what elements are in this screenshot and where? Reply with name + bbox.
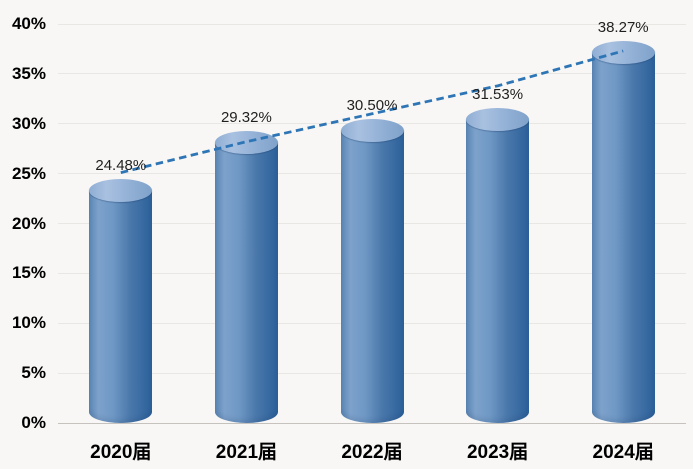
y-axis-tick-label: 30% — [11, 113, 46, 133]
cylinder-bar — [591, 41, 655, 423]
cylinder-bar — [340, 118, 404, 423]
y-axis-tick-label: 0% — [21, 413, 46, 432]
cylinder-bar-body — [340, 129, 404, 423]
x-axis-category-label: 2023届 — [466, 442, 529, 463]
cylinder-bar-top-ellipse — [214, 130, 278, 154]
cylinder-bar-body — [89, 189, 153, 423]
cylinder-bar — [89, 178, 153, 423]
y-axis-tick-label: 35% — [11, 63, 46, 83]
gridline — [58, 23, 686, 25]
cylinder-bar — [466, 108, 530, 423]
y-axis-tick-label: 5% — [21, 363, 46, 383]
x-axis-category-label: 2024届 — [592, 442, 654, 463]
y-axis-tick-label: 25% — [11, 163, 46, 183]
x-axis-category-label: 2021届 — [215, 442, 278, 463]
x-axis-category-label: 2022届 — [341, 442, 403, 463]
cylinder-bar-top-ellipse — [89, 178, 153, 202]
bar-data-label: 29.32% — [220, 108, 272, 126]
bar-data-label: 24.48% — [95, 156, 147, 174]
x-axis-line — [58, 422, 686, 424]
y-axis-tick-label: 40% — [11, 14, 46, 33]
cylinder-bar — [214, 130, 278, 423]
y-axis-tick-label: 15% — [11, 263, 46, 283]
cylinder-bar-top-ellipse — [340, 118, 404, 142]
x-axis-category-label: 2020届 — [90, 442, 152, 463]
bar-data-label: 30.50% — [346, 96, 398, 114]
y-axis-tick-label: 10% — [11, 313, 46, 333]
bar-data-label: 38.27% — [597, 19, 649, 37]
y-axis-tick-label: 20% — [11, 213, 46, 233]
cylinder-bar-body — [591, 52, 655, 423]
cylinder-bar-body — [214, 141, 278, 423]
cylinder-bar-top-ellipse — [591, 41, 655, 65]
bar-data-label: 31.53% — [472, 86, 524, 104]
cylinder-bar-body — [466, 119, 530, 423]
